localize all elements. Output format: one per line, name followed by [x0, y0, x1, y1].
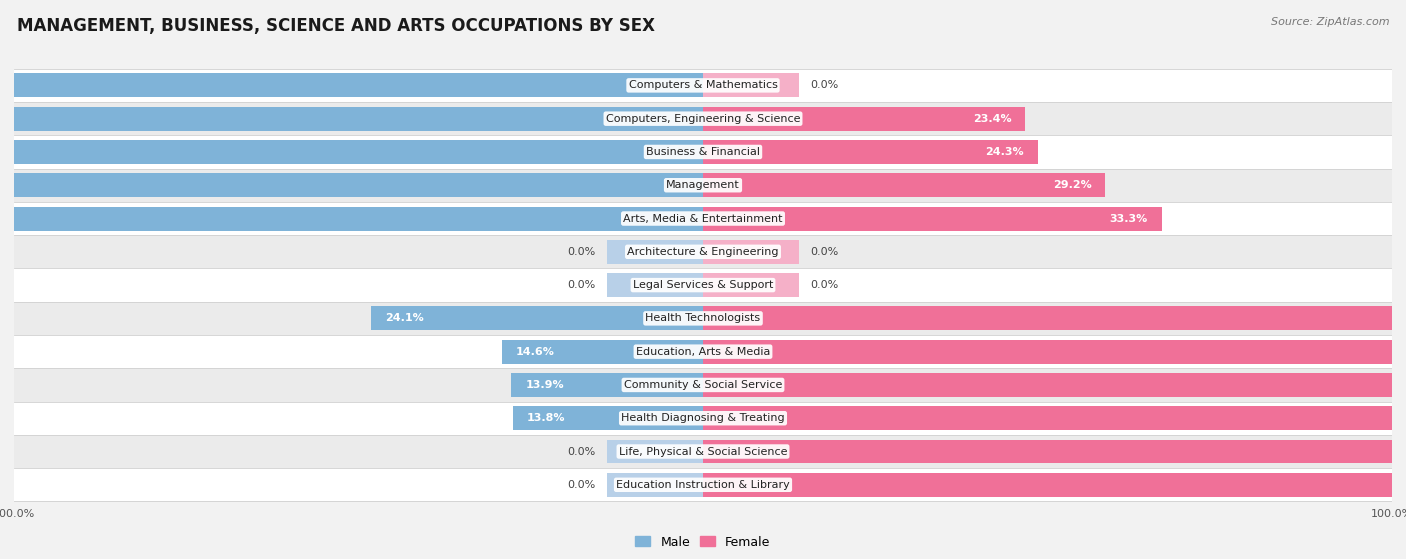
Bar — [14, 202, 1392, 235]
Text: 14.6%: 14.6% — [516, 347, 554, 357]
Bar — [703, 273, 800, 297]
Text: Architecture & Engineering: Architecture & Engineering — [627, 247, 779, 257]
Bar — [14, 368, 1392, 401]
Text: 0.0%: 0.0% — [810, 280, 839, 290]
Bar — [0, 206, 703, 230]
Text: 0.0%: 0.0% — [567, 247, 596, 257]
Text: 13.9%: 13.9% — [526, 380, 564, 390]
Bar — [703, 73, 800, 97]
Text: Education Instruction & Library: Education Instruction & Library — [616, 480, 790, 490]
Bar — [703, 340, 1406, 364]
Bar — [14, 401, 1392, 435]
Bar — [14, 69, 1392, 102]
Text: Arts, Media & Entertainment: Arts, Media & Entertainment — [623, 214, 783, 224]
Bar — [0, 140, 703, 164]
Bar — [14, 235, 1392, 268]
Text: Health Diagnosing & Treating: Health Diagnosing & Treating — [621, 413, 785, 423]
Bar — [513, 406, 703, 430]
Bar — [14, 468, 1392, 501]
Bar — [502, 340, 703, 364]
Text: Life, Physical & Social Science: Life, Physical & Social Science — [619, 447, 787, 457]
Text: Management: Management — [666, 180, 740, 190]
Bar — [703, 140, 1038, 164]
Bar — [703, 373, 1406, 397]
Bar — [606, 240, 703, 264]
Text: 0.0%: 0.0% — [810, 247, 839, 257]
Bar — [14, 435, 1392, 468]
Bar — [14, 169, 1392, 202]
Bar — [703, 107, 1025, 131]
Text: 0.0%: 0.0% — [567, 280, 596, 290]
Text: 29.2%: 29.2% — [1053, 180, 1091, 190]
Bar — [703, 473, 1406, 497]
Text: Computers & Mathematics: Computers & Mathematics — [628, 80, 778, 91]
Legend: Male, Female: Male, Female — [630, 530, 776, 553]
Text: Source: ZipAtlas.com: Source: ZipAtlas.com — [1271, 17, 1389, 27]
Text: Education, Arts & Media: Education, Arts & Media — [636, 347, 770, 357]
Bar — [606, 273, 703, 297]
Bar — [703, 406, 1406, 430]
Text: 24.1%: 24.1% — [385, 314, 423, 323]
Text: 24.3%: 24.3% — [986, 147, 1024, 157]
Text: 33.3%: 33.3% — [1109, 214, 1149, 224]
Bar — [606, 473, 703, 497]
Text: 0.0%: 0.0% — [810, 80, 839, 91]
Text: 0.0%: 0.0% — [567, 480, 596, 490]
Bar — [512, 373, 703, 397]
Bar — [14, 302, 1392, 335]
Text: Community & Social Service: Community & Social Service — [624, 380, 782, 390]
Text: 23.4%: 23.4% — [973, 113, 1012, 124]
Text: Health Technologists: Health Technologists — [645, 314, 761, 323]
Bar — [703, 439, 1406, 463]
Bar — [0, 107, 703, 131]
Bar — [371, 306, 703, 330]
Bar — [14, 268, 1392, 302]
Bar — [0, 73, 703, 97]
Bar — [14, 135, 1392, 169]
Text: Business & Financial: Business & Financial — [645, 147, 761, 157]
Text: 0.0%: 0.0% — [567, 447, 596, 457]
Bar — [0, 173, 703, 197]
Bar — [703, 173, 1105, 197]
Bar — [703, 306, 1406, 330]
Bar — [14, 102, 1392, 135]
Bar — [703, 206, 1161, 230]
Bar — [14, 335, 1392, 368]
Text: MANAGEMENT, BUSINESS, SCIENCE AND ARTS OCCUPATIONS BY SEX: MANAGEMENT, BUSINESS, SCIENCE AND ARTS O… — [17, 17, 655, 35]
Text: Legal Services & Support: Legal Services & Support — [633, 280, 773, 290]
Bar — [606, 439, 703, 463]
Text: 13.8%: 13.8% — [527, 413, 565, 423]
Bar — [703, 240, 800, 264]
Text: Computers, Engineering & Science: Computers, Engineering & Science — [606, 113, 800, 124]
